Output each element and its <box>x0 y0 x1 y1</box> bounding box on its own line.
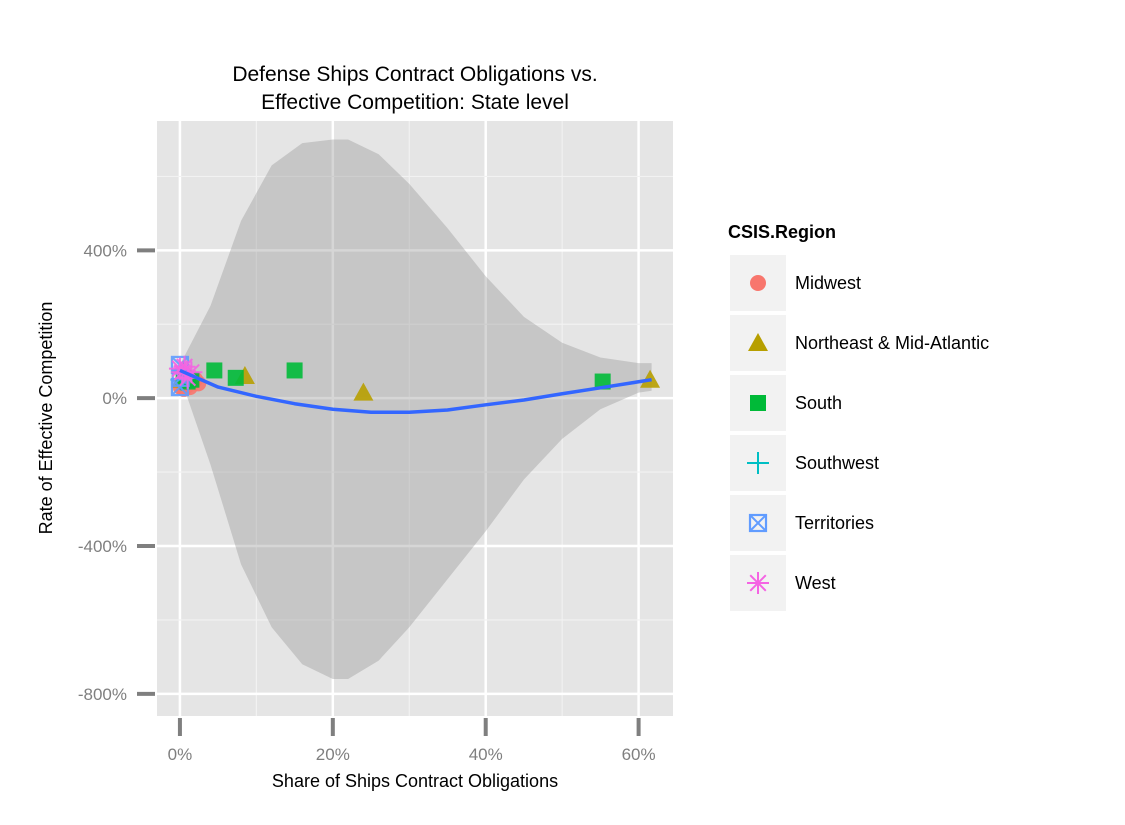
grid-lines <box>157 121 673 716</box>
data-point <box>353 382 374 401</box>
x-tick-label: 40% <box>469 745 503 764</box>
legend-item: Territories <box>730 495 874 551</box>
legend-label: Northeast & Mid-Atlantic <box>795 333 989 353</box>
legend-label: South <box>795 393 842 413</box>
data-point <box>206 362 223 379</box>
y-tick-label: -400% <box>78 537 127 556</box>
confidence-band <box>179 139 652 680</box>
legend: CSIS.Region Midwest Northeast & Mid-Atlan… <box>728 222 989 611</box>
marker-stroke <box>182 363 200 381</box>
marker-stroke <box>749 514 767 532</box>
legend-label: Territories <box>795 513 874 533</box>
legend-label: Southwest <box>795 453 879 473</box>
marker-box <box>748 513 768 533</box>
legend-title: CSIS.Region <box>728 222 836 242</box>
legend-marker <box>750 395 766 411</box>
marker-stroke <box>749 574 767 592</box>
chart-title-line-2: Effective Competition: State level <box>261 91 569 114</box>
legend-marker <box>747 572 769 594</box>
x-axis-title: Share of Ships Contract Obligations <box>272 771 558 791</box>
legend-marker <box>750 275 766 291</box>
legend-item: Northeast & Mid-Atlantic <box>730 315 989 371</box>
legend-item: West <box>730 555 836 611</box>
chart-title: Defense Ships Contract Obligations vs. E… <box>232 63 597 114</box>
confidence-band-area <box>179 139 652 680</box>
legend-marker <box>748 513 768 533</box>
legend-item: South <box>730 375 842 431</box>
x-tick-label: 60% <box>622 745 656 764</box>
y-tick-label: 0% <box>102 389 127 408</box>
plot-panel <box>157 121 673 716</box>
legend-marker <box>748 333 768 351</box>
legend-label: West <box>795 573 836 593</box>
chart-title-line-1: Defense Ships Contract Obligations vs. <box>232 63 597 86</box>
legend-marker <box>747 452 769 474</box>
y-axis-title: Rate of Effective Competition <box>36 302 56 535</box>
legend-item: Southwest <box>730 435 879 491</box>
axes: -800% -400% 0% 400% 0% 20% 40% 60% <box>78 241 656 764</box>
data-point <box>227 369 244 386</box>
y-tick-label: 400% <box>84 241 127 260</box>
smooth-line <box>179 368 652 414</box>
data-point <box>286 362 303 379</box>
y-tick-label: -800% <box>78 685 127 704</box>
x-tick-label: 20% <box>316 745 350 764</box>
legend-label: Midwest <box>795 273 861 293</box>
smooth-line-path <box>179 368 652 414</box>
x-tick-label: 0% <box>168 745 193 764</box>
legend-item: Midwest <box>730 255 861 311</box>
